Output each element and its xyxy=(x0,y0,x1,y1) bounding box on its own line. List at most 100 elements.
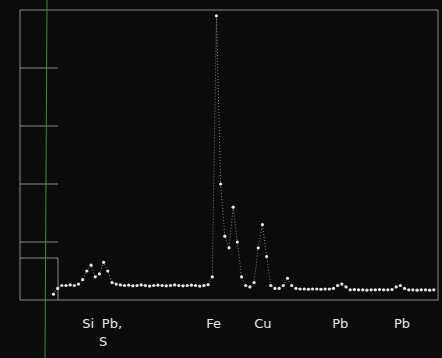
spectrum-dot xyxy=(202,284,205,287)
spectrum-dot xyxy=(215,14,218,17)
peak-label: Fe xyxy=(206,316,221,331)
spectrum-dot xyxy=(115,282,118,285)
spectrum-dot xyxy=(98,272,101,275)
spectrum-dot xyxy=(106,269,109,272)
spectrum-dot xyxy=(244,284,247,287)
spectrum-dot xyxy=(407,288,410,291)
spectrum-dot xyxy=(361,288,364,291)
spectrum-dot xyxy=(81,278,84,281)
spectrum-dot xyxy=(307,288,310,291)
spectrum-dot xyxy=(261,223,264,226)
spectrum-dot xyxy=(190,284,193,287)
spectrum-dot xyxy=(344,285,347,288)
spectrum-dot xyxy=(390,288,393,291)
spectrum-dot xyxy=(248,285,251,288)
spectrum-dot xyxy=(252,281,255,284)
spectrum-dot xyxy=(60,284,63,287)
peak-label: Cu xyxy=(254,316,271,331)
spectrum-dot xyxy=(177,284,180,287)
background xyxy=(0,0,442,358)
spectrum-dot xyxy=(140,283,143,286)
spectrum-dot xyxy=(110,281,113,284)
spectrum-dot xyxy=(282,284,285,287)
spectrum-dot xyxy=(173,283,176,286)
spectrum-dot xyxy=(432,288,435,291)
spectrum-dot xyxy=(286,277,289,280)
chart: Si Pb, S Fe Cu Pb Pb xyxy=(0,0,442,358)
spectrum-dot xyxy=(324,287,327,290)
peak-label: Pb, xyxy=(102,316,122,331)
spectrum-dot xyxy=(198,284,201,287)
spectrum-dot xyxy=(219,182,222,185)
spectrum-dot xyxy=(102,261,105,264)
spectrum-dot xyxy=(73,284,76,287)
spectrum-dot xyxy=(265,255,268,258)
spectrum-dot xyxy=(148,284,151,287)
spectrum-dot xyxy=(127,284,130,287)
spectrum-dot xyxy=(340,282,343,285)
spectrum-dot xyxy=(240,275,243,278)
spectrum-dot xyxy=(85,269,88,272)
spectrum-dot xyxy=(69,283,72,286)
spectrum-dot xyxy=(416,289,419,292)
spectrum-dot xyxy=(186,284,189,287)
spectrum-dot xyxy=(420,288,423,291)
plot-frame xyxy=(20,10,438,300)
spectrum-dot xyxy=(64,284,67,287)
series xyxy=(52,14,436,296)
spectrum-dot xyxy=(278,287,281,290)
spectrum-dot xyxy=(135,284,138,287)
graticule-mark xyxy=(20,126,58,127)
peak-label: Si xyxy=(82,316,94,331)
spectrum-dot xyxy=(194,284,197,287)
spectrum-dot xyxy=(378,288,381,291)
spectrum-dot xyxy=(236,240,239,243)
spectrum-dot xyxy=(257,246,260,249)
spectrum-dot xyxy=(303,287,306,290)
spectrum-dot xyxy=(403,287,406,290)
spectrum-dot xyxy=(273,287,276,290)
spectrum-dot xyxy=(269,284,272,287)
spectrum-dot xyxy=(223,235,226,238)
spectrum-dot xyxy=(52,293,55,296)
spectrum-dot xyxy=(336,284,339,287)
peak-label: Pb xyxy=(394,316,410,331)
spectrum-dot xyxy=(298,287,301,290)
spectrum-dot xyxy=(165,284,168,287)
spectrum-dot xyxy=(395,285,398,288)
spectrum-dot xyxy=(374,288,377,291)
graticule-bracket xyxy=(20,258,58,300)
spectrum-dot xyxy=(207,283,210,286)
spectrum-dot xyxy=(332,287,335,290)
graticule-mark xyxy=(20,68,58,69)
spectrum-dot xyxy=(424,288,427,291)
spectrum-dot xyxy=(290,284,293,287)
spectrum-dot xyxy=(56,287,59,290)
spectrum-dot xyxy=(211,275,214,278)
spectrum-dot xyxy=(311,287,314,290)
spectrum-dot xyxy=(382,288,385,291)
spectrum-dot xyxy=(89,264,92,267)
spectrum-dot xyxy=(144,284,147,287)
spectrum-dot xyxy=(365,289,368,292)
peak-label: S xyxy=(99,334,107,349)
spectrum-dot xyxy=(319,288,322,291)
spectrum-dot xyxy=(227,246,230,249)
spectrum-dot xyxy=(152,284,155,287)
spectrum-dot xyxy=(232,206,235,209)
spectrum-dot xyxy=(77,282,80,285)
graticule-mark xyxy=(20,184,58,185)
spectrum-dot xyxy=(411,288,414,291)
spectrum-dot xyxy=(131,284,134,287)
peak-label: Pb xyxy=(332,316,348,331)
spectrum-line xyxy=(53,16,433,294)
spectrum-dot xyxy=(349,288,352,291)
spectrum-dot xyxy=(357,288,360,291)
spectrum-dot xyxy=(328,287,331,290)
spectrum-dot xyxy=(399,284,402,287)
spectrum-dot xyxy=(123,284,126,287)
graticule-mark xyxy=(20,242,58,243)
spectrum-dot xyxy=(169,284,172,287)
spectrum-dot xyxy=(94,275,97,278)
spectrum-dot xyxy=(386,288,389,291)
